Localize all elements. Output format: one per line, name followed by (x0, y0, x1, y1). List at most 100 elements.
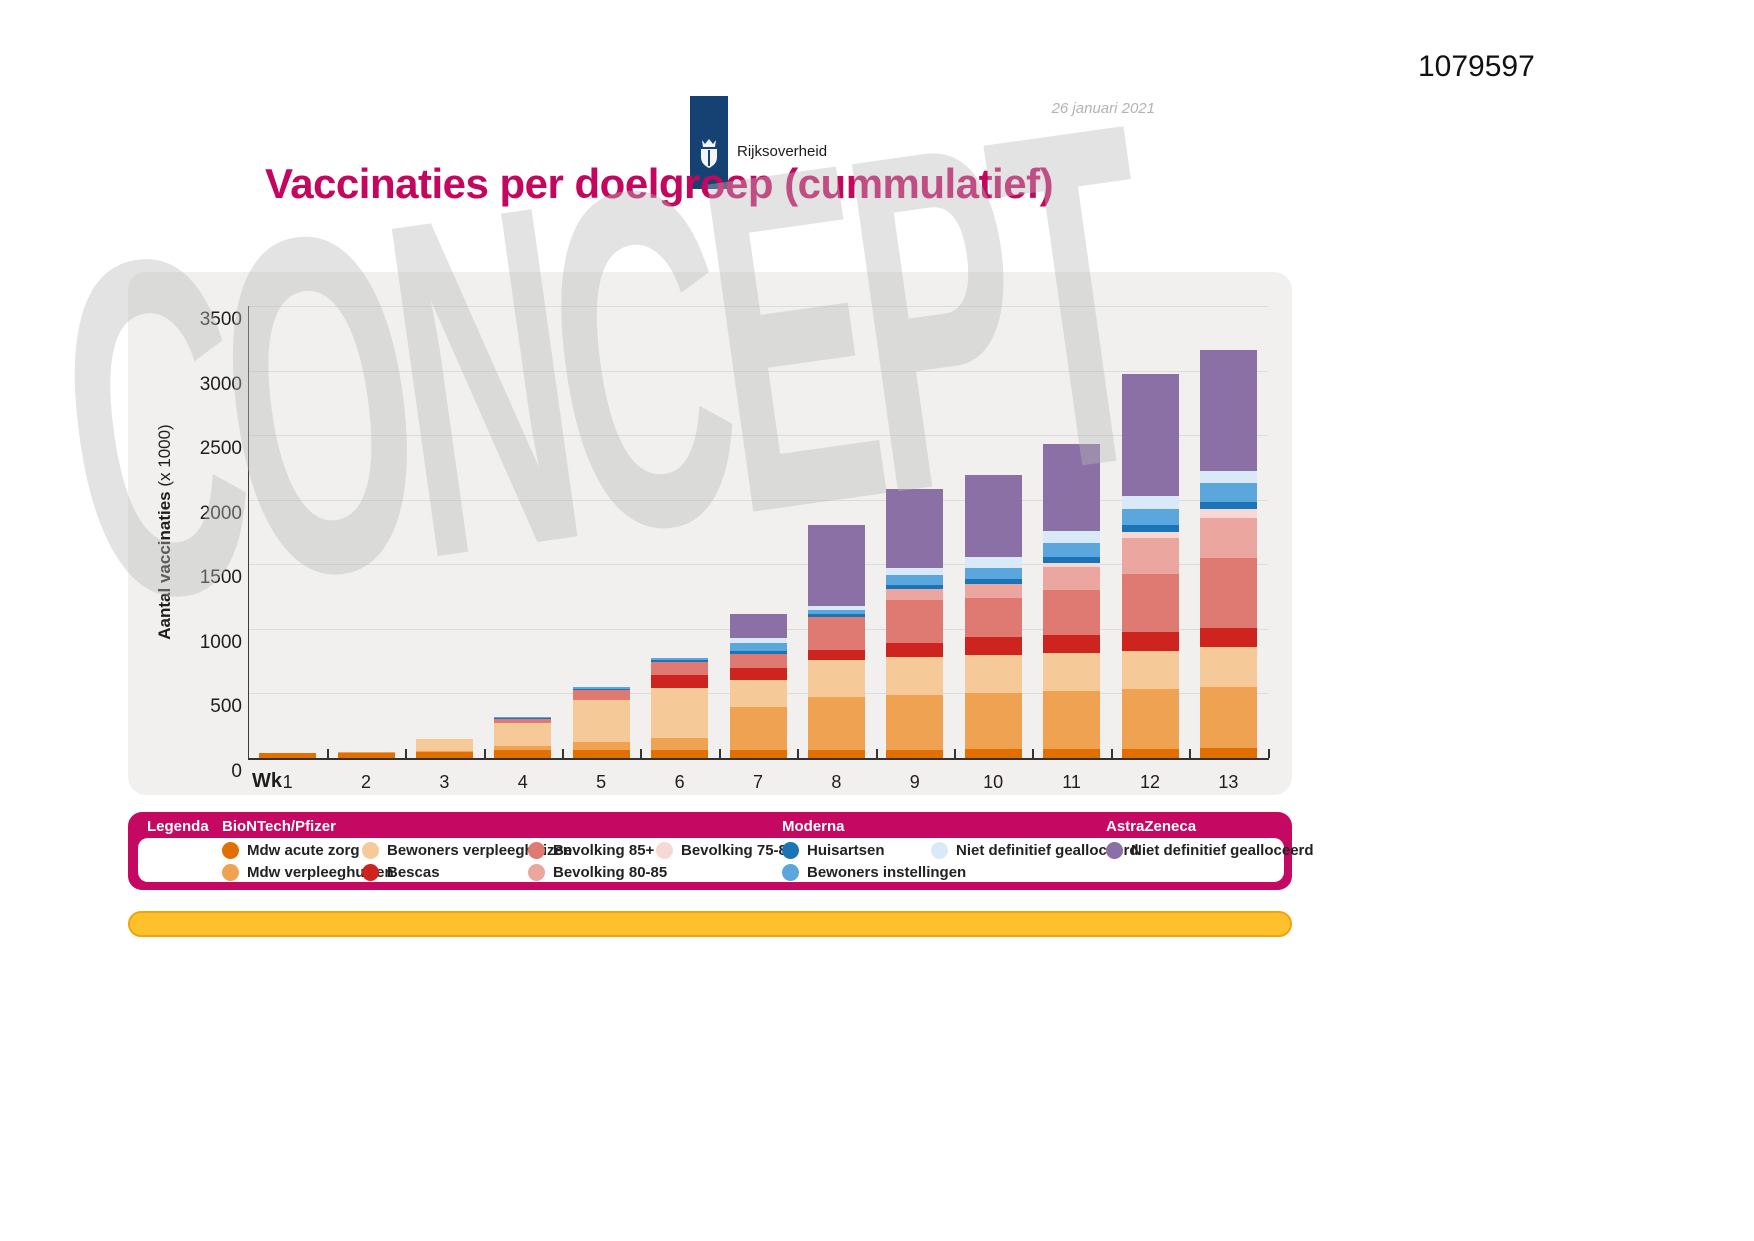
bar-segment-moderna-niet-definitief-gealloceerd (1199, 470, 1257, 484)
y-tick-label-2000: 2000 (199, 502, 242, 524)
bar-segment-biontechpfizer-mdw-verpleeghuizen (651, 738, 709, 750)
y-tick-label-0: 0 (231, 761, 242, 782)
bar-segment-moderna-huisartsen (729, 651, 787, 655)
bar-week-6 (651, 658, 709, 758)
legend-item-bevolking-80-85: Bevolking 80-85 (528, 864, 667, 881)
bar-week-10 (964, 475, 1022, 758)
bar-segment-astrazeneca-niet-definitief-gealloceerd (1043, 444, 1101, 531)
y-tick-label-2500: 2500 (199, 438, 242, 460)
bar-segment-moderna-bewoners-instellingen (572, 687, 630, 689)
legend-swatch-icon (222, 864, 239, 881)
legend-swatch-icon (782, 842, 799, 859)
bar-segment-biontechpfizer-bewoners-verpleeghuizen (729, 679, 787, 707)
legend-group-header-astrazeneca: AstraZeneca (1106, 818, 1197, 835)
bar-segment-astrazeneca-niet-definitief-gealloceerd (886, 489, 944, 569)
axis-tick-8 (875, 749, 878, 758)
bar-segment-moderna-huisartsen (886, 584, 944, 589)
bar-segment-biontechpfizer-mdw-acute-zorg (964, 749, 1022, 758)
bar-segment-biontechpfizer-mdw-acute-zorg (807, 749, 865, 758)
axis-tick-3 (483, 749, 486, 758)
axis-tick-13 (1267, 749, 1270, 758)
x-tick-label-10: 10 (983, 772, 1004, 792)
x-tick-label-1: 1 (282, 772, 293, 792)
legend-item-mdw-acute-zorg: Mdw acute zorg (222, 842, 360, 859)
x-axis-prefix-label: Wk (252, 770, 282, 792)
legend-swatch-icon (931, 842, 948, 859)
bar-week-4 (494, 717, 552, 758)
gridline-3500 (248, 306, 1268, 307)
bar-segment-moderna-huisartsen (1043, 557, 1101, 563)
legend-item-label: Mdw verpleeghuizen (247, 864, 394, 881)
legend-group-header-biontechpfizer: BioNTech/Pfizer (222, 818, 336, 835)
bar-segment-moderna-bewoners-instellingen (494, 717, 552, 719)
gridline-3000 (248, 370, 1268, 372)
bar-segment-moderna-bewoners-instellingen (729, 643, 787, 652)
bar-segment-biontechpfizer-mdw-acute-zorg (1043, 748, 1101, 758)
x-tick-label-3: 3 (439, 772, 450, 792)
bar-segment-biontechpfizer-mdw-acute-zorg (415, 752, 473, 758)
bar-segment-biontechpfizer-bewoners-verpleeghuizen (651, 688, 709, 739)
legend-band: Legenda BioNTech/Pfizer Moderna AstraZenec… (128, 812, 1314, 890)
bar-segment-astrazeneca-niet-definitief-gealloceerd (1121, 373, 1179, 497)
bar-segment-biontechpfizer-bevolking-85- (729, 654, 787, 669)
bar-week-5 (572, 687, 630, 758)
bar-week-8 (807, 525, 865, 758)
bar-segment-moderna-niet-definitief-gealloceerd (964, 556, 1022, 568)
bar-segment-biontechpfizer-bevolking-75-80 (1121, 531, 1179, 539)
legend-swatch-icon (656, 842, 673, 859)
bar-segment-biontechpfizer-mdw-verpleeghuizen (964, 692, 1022, 750)
bar-segment-biontechpfizer-bewoners-verpleeghuizen (1121, 650, 1179, 689)
bar-segment-moderna-niet-definitief-gealloceerd (807, 605, 865, 610)
x-tick-label-2: 2 (360, 772, 371, 792)
bar-week-13 (1199, 350, 1257, 758)
bar-segment-biontechpfizer-bescas (964, 637, 1022, 655)
legend-item-bewoners-verpleeghuizen: Bewoners verpleeghuizen (362, 842, 572, 859)
legend-item-bevolking-75-80: Bevolking 75-80 (656, 842, 795, 859)
bar-segment-biontechpfizer-mdw-verpleeghuizen (807, 696, 865, 750)
bar-segment-biontechpfizer-mdw-acute-zorg (259, 753, 317, 758)
legend-swatch-icon (528, 842, 545, 859)
x-tick-label-7: 7 (752, 772, 763, 792)
bar-segment-biontechpfizer-bevolking-80-85 (1199, 518, 1257, 559)
bar-segment-moderna-huisartsen (964, 579, 1022, 585)
bar-segment-moderna-bewoners-instellingen (807, 609, 865, 614)
legend-item-niet-definitief-gealloceerd: Niet definitief gealloceerd (931, 842, 1139, 859)
axis-tick-9 (954, 749, 956, 758)
legend-group-header-moderna: Moderna (782, 818, 845, 835)
legend-swatch-icon (782, 864, 799, 881)
legend-item-label: Bescas (387, 864, 440, 881)
bar-week-2 (337, 751, 395, 758)
x-tick-label-6: 6 (674, 772, 685, 792)
bar-segment-biontechpfizer-bevolking-75-80 (1043, 562, 1101, 567)
bar-segment-biontechpfizer-bescas (807, 649, 865, 661)
bar-segment-biontechpfizer-bescas (1121, 632, 1179, 651)
page-title: Vaccinaties per doelgroep (cummulatief) (265, 160, 1054, 207)
bar-segment-moderna-huisartsen (651, 660, 709, 662)
bar-segment-biontechpfizer-bevolking-80-85 (1043, 566, 1101, 591)
logo-text: Rijksoverheid (737, 143, 828, 160)
axis-tick-1 (326, 749, 329, 758)
legend-item-label: Niet definitief gealloceerd (956, 842, 1139, 859)
bar-segment-biontechpfizer-mdw-verpleeghuizen (1199, 686, 1257, 749)
bar-segment-biontechpfizer-mdw-acute-zorg (1121, 748, 1179, 758)
legend-item-label: Bewoners verpleeghuizen (387, 842, 573, 859)
bar-segment-moderna-bewoners-instellingen (1121, 508, 1179, 525)
bar-week-12 (1121, 373, 1179, 758)
bar-segment-biontechpfizer-bevolking-75-80 (1199, 509, 1257, 519)
axis-tick-4 (562, 749, 564, 758)
bar-segment-biontechpfizer-bevolking-85- (807, 617, 865, 650)
axis-tick-10 (1032, 749, 1035, 758)
bar-segment-biontechpfizer-mdw-acute-zorg (651, 749, 709, 758)
gridline-2000 (248, 499, 1268, 501)
x-tick-label-13: 13 (1218, 772, 1239, 792)
bottom-accent-bar (128, 911, 1292, 937)
bar-segment-biontechpfizer-bevolking-80-85 (1121, 538, 1179, 575)
legend-box: Mdw acute zorg Mdw verpleeghuizen Bewoners… (138, 838, 1314, 882)
bar-segment-moderna-huisartsen (572, 688, 630, 691)
y-tick-label-3500: 3500 (199, 309, 242, 330)
bar-week-3 (415, 738, 473, 758)
legend-item-label: Mdw acute zorg (247, 842, 360, 859)
legend-item-label: Bewoners instellingen (807, 864, 967, 881)
x-tick-label-11: 11 (1062, 772, 1081, 792)
